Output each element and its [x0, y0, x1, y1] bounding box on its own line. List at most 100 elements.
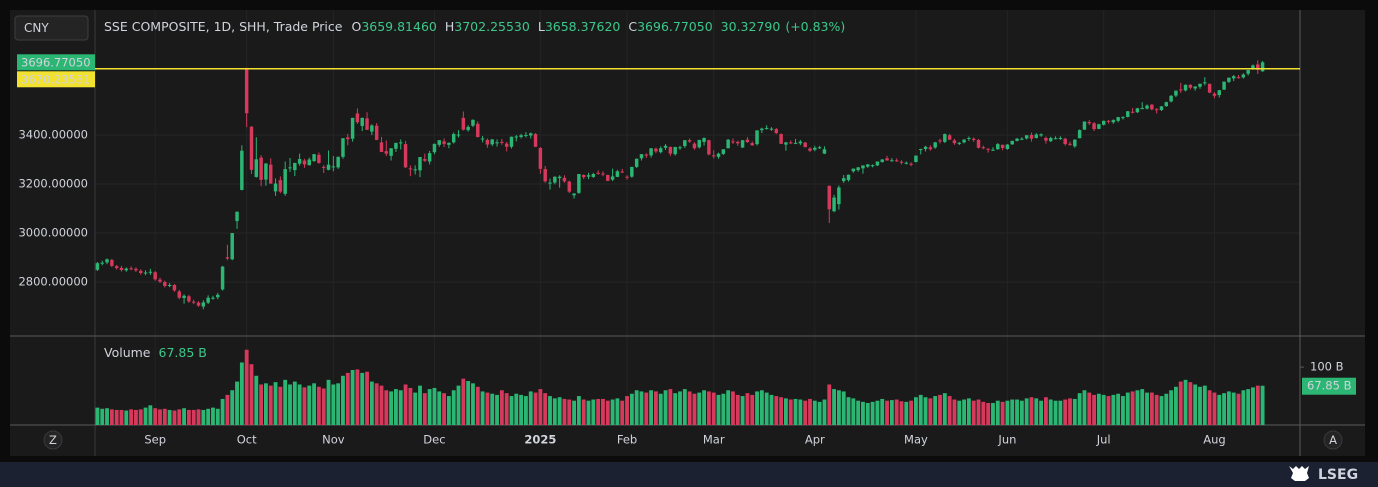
candle-body: [784, 142, 788, 145]
volume-bar: [177, 409, 182, 425]
candle-body: [726, 139, 730, 149]
volume-bar: [841, 391, 846, 425]
scale-button[interactable]: [43, 430, 63, 450]
volume-bar: [1255, 385, 1260, 425]
candle-body: [1044, 137, 1048, 141]
volume-bar: [649, 390, 654, 425]
candle-body: [1179, 89, 1183, 91]
candle-body: [321, 166, 326, 168]
volume-bar: [1116, 393, 1121, 425]
candle-body: [1087, 122, 1091, 124]
volume-bar: [1039, 400, 1044, 425]
volume-bar: [379, 385, 384, 425]
candle-body: [721, 149, 726, 154]
candle-body: [350, 117, 355, 139]
candle-body: [634, 158, 639, 167]
candle-body: [399, 142, 403, 144]
legend-value: 3658.37620: [545, 19, 621, 34]
candle-body: [1111, 120, 1116, 123]
volume-bar: [803, 400, 808, 425]
candle-body: [110, 260, 114, 266]
auto-button[interactable]: [1323, 430, 1343, 450]
candle-body: [476, 123, 480, 137]
candle-body: [451, 134, 456, 143]
volume-bar: [475, 386, 480, 425]
volume-bar: [1217, 394, 1222, 425]
candle-body: [124, 268, 129, 271]
currency-button[interactable]: [14, 15, 89, 41]
candle-body: [591, 173, 596, 177]
volume-bar: [413, 392, 418, 425]
candle-body: [1121, 117, 1125, 119]
x-tick-label: Nov: [322, 433, 345, 447]
volume-bar: [418, 385, 422, 425]
candle-body: [606, 174, 610, 181]
volume-bar: [1193, 384, 1198, 425]
legend-value: 3702.25530: [454, 19, 530, 34]
volume-bar: [105, 408, 109, 425]
legend-change-pct: (+0.83%): [785, 19, 845, 34]
candle-body: [890, 160, 894, 162]
volume-bar: [259, 384, 264, 425]
currency-label[interactable]: CNY: [24, 21, 49, 35]
candle-body: [793, 142, 798, 144]
volume-bar: [1000, 401, 1005, 425]
candle-body: [331, 166, 336, 168]
volume-bar: [1130, 391, 1135, 425]
volume-bar: [1092, 394, 1096, 425]
volume-bar: [1231, 392, 1236, 425]
volume-bar: [572, 400, 576, 425]
volume-bar: [880, 398, 885, 425]
candle-body: [1106, 120, 1111, 122]
volume-bar: [1044, 397, 1048, 425]
candle-body: [856, 167, 860, 171]
candle-body: [1207, 83, 1212, 93]
candle-body: [894, 160, 899, 162]
candle-body: [697, 139, 701, 148]
candle-body: [553, 176, 557, 183]
candle-body: [119, 267, 124, 271]
candle-body: [293, 162, 297, 171]
volume-bar: [904, 401, 909, 425]
volume-bar: [914, 397, 918, 425]
candle-body: [630, 166, 634, 177]
candle-body: [885, 158, 889, 161]
candle-body: [105, 259, 109, 263]
legend-value: 3659.81460: [361, 19, 437, 34]
volume-bar: [957, 400, 962, 425]
candle-body: [264, 163, 268, 180]
candle-body: [278, 180, 283, 192]
candle-body: [750, 143, 754, 146]
candle-body: [341, 138, 345, 157]
candle-body: [370, 125, 374, 132]
candle-body: [273, 183, 278, 192]
x-tick-label: Sep: [144, 433, 166, 447]
y-tick-label: 2800.00000: [18, 275, 88, 289]
candle-body: [798, 141, 803, 144]
volume-bar: [230, 390, 235, 425]
volume-bar: [591, 399, 596, 425]
volume-bar: [567, 399, 572, 425]
candle-body: [509, 136, 514, 147]
volume-bar: [1183, 379, 1188, 425]
candle-body: [687, 140, 692, 142]
candle-body: [206, 297, 210, 303]
volume-bar: [292, 381, 297, 425]
volume-bar: [966, 398, 971, 425]
auto-button-label[interactable]: A: [1329, 433, 1337, 447]
volume-bar: [1135, 390, 1140, 425]
volume-bar: [581, 399, 586, 425]
volume-last: 67.85 B: [159, 345, 207, 360]
candle-body: [548, 182, 552, 184]
x-tick-label: Jul: [1096, 433, 1111, 447]
candle-body: [683, 140, 687, 147]
volume-bar: [1226, 391, 1231, 425]
volume-bar: [394, 389, 398, 425]
candle-body: [394, 142, 398, 149]
volume-bar: [726, 390, 731, 425]
volume-bar: [1096, 393, 1101, 425]
scale-button-label[interactable]: Z: [49, 433, 57, 447]
candle-body: [764, 127, 769, 129]
candle-body: [817, 147, 822, 149]
